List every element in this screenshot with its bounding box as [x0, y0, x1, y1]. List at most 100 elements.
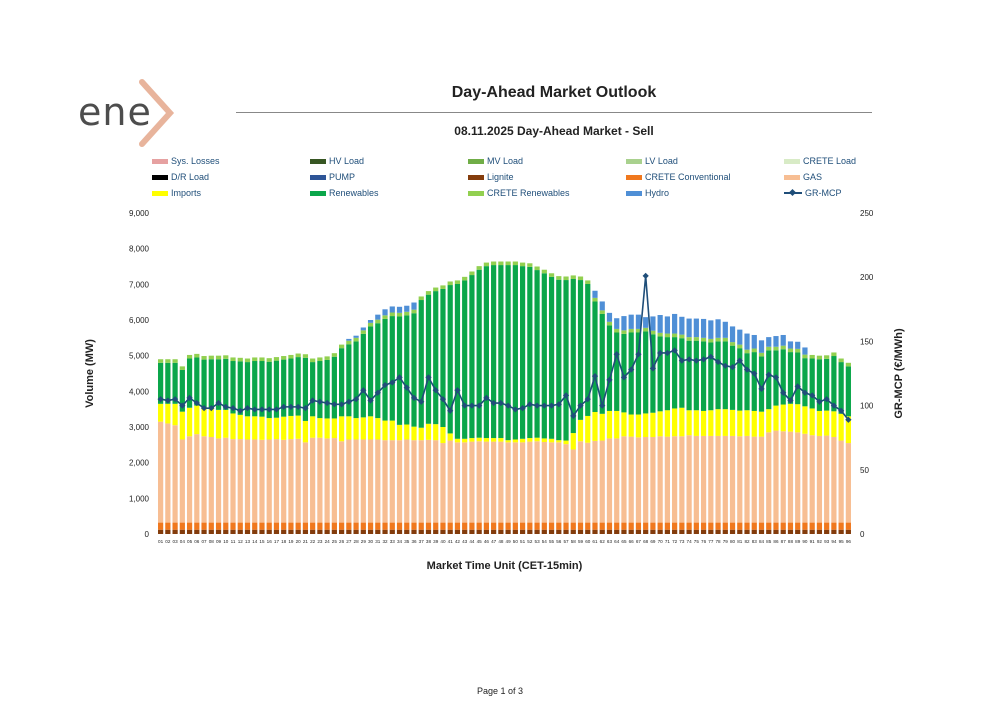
bar-segment-lignite: [433, 529, 439, 534]
bar-segment-gas: [215, 438, 222, 523]
bar-segment-crete-conventional: [548, 522, 555, 530]
bar-segment-crete-conventional: [223, 522, 229, 530]
legend-label: HV Load: [329, 156, 365, 166]
x-tick-label: 58: [571, 539, 577, 544]
y-tick-label: 7,000: [129, 280, 150, 289]
bar-segment-gas: [491, 441, 497, 523]
bar-segment-renewables: [737, 348, 743, 411]
bar-segment-imports: [404, 424, 410, 440]
bar-segment-gas: [273, 439, 280, 523]
bar-segment-crete-conventional: [382, 522, 388, 530]
bar-segment-crete-conventional: [454, 522, 461, 530]
bar-segment-hydro: [729, 326, 736, 343]
bar-segment-crete-renewables: [317, 357, 323, 362]
x-tick-label: 68: [643, 539, 649, 544]
bar-segment-crete-renewables: [310, 358, 316, 363]
mcp-point: [418, 398, 425, 405]
bar-segment-hydro: [650, 316, 656, 331]
legend-swatch: [626, 190, 642, 196]
y2-tick-label: 150: [860, 337, 874, 346]
x-tick-label: 28: [354, 539, 360, 544]
bar-segment-imports: [310, 416, 316, 438]
bar-segment-crete-renewables: [650, 330, 656, 335]
bar-segment-crete-conventional: [635, 522, 642, 530]
legend-label: CRETE Load: [803, 156, 857, 166]
y2-tick-label: 250: [860, 209, 874, 218]
bar-segment-crete-renewables: [266, 358, 272, 362]
mcp-point: [403, 384, 410, 391]
bar-segment-crete-renewables: [404, 311, 410, 316]
bar-segment-imports: [795, 404, 801, 433]
bar-segment-crete-conventional: [158, 522, 164, 530]
bar-segment-gas: [599, 440, 605, 523]
x-tick-label: 57: [563, 539, 569, 544]
bar-segment-crete-conventional: [288, 522, 294, 530]
bar-segment-lignite: [708, 529, 714, 534]
bar-segment-gas: [534, 441, 540, 523]
bar-segment-renewables: [628, 332, 634, 415]
bar-segment-crete-renewables: [816, 355, 823, 360]
y-tick-label: 3,000: [129, 423, 150, 432]
bar-segment-lignite: [512, 529, 518, 534]
bar-segment-imports: [440, 427, 446, 444]
bar-segment-gas: [194, 434, 200, 523]
bar-segment-crete-renewables: [838, 358, 844, 363]
mcp-point: [483, 394, 490, 402]
mcp-point: [331, 401, 338, 408]
bar-segment-crete-renewables: [548, 273, 555, 277]
bar-segment-renewables: [664, 337, 670, 411]
bar-segment-gas: [715, 435, 721, 523]
bar-segment-imports: [158, 403, 164, 422]
bar-segment-gas: [556, 442, 562, 523]
bar-segment-gas: [302, 442, 309, 523]
bar-segment-imports: [208, 408, 214, 437]
bar-segment-crete-conventional: [295, 522, 301, 530]
x-tick-label: 04: [180, 539, 186, 544]
bar-segment-hydro: [411, 302, 417, 310]
bar-segment-crete-renewables: [715, 337, 721, 342]
bar-segment-lignite: [700, 529, 707, 534]
bar-segment-renewables: [454, 283, 461, 439]
bar-segment-gas: [317, 437, 323, 523]
bar-segment-crete-renewables: [527, 263, 533, 267]
bar-segment-gas: [281, 439, 287, 523]
mcp-point: [309, 397, 316, 404]
bar-segment-crete-renewables: [425, 291, 432, 295]
bar-segment-gas: [454, 442, 461, 523]
bar-segment-lignite: [802, 529, 808, 534]
bar-segment-crete-conventional: [375, 522, 381, 530]
bar-segment-renewables: [527, 266, 533, 439]
mcp-point: [425, 374, 432, 381]
bar-segment-imports: [194, 405, 200, 435]
bar-segment-renewables: [230, 361, 236, 414]
bar-segment-gas: [570, 449, 576, 523]
bar-segment-crete-renewables: [491, 261, 497, 266]
bar-segment-hydro: [643, 317, 649, 328]
bar-segment-crete-renewables: [802, 354, 808, 359]
chart-subtitle: 08.11.2025 Day-Ahead Market - Sell: [454, 124, 654, 138]
x-tick-label: 18: [281, 539, 287, 544]
bar-segment-imports: [657, 411, 663, 437]
bar-segment-imports: [295, 415, 301, 439]
bar-segment-gas: [476, 441, 482, 523]
bar-segment-lignite: [237, 529, 243, 534]
bar-segment-gas: [606, 438, 613, 523]
mcp-point: [635, 351, 642, 358]
bar-segment-lignite: [295, 529, 301, 534]
x-tick-label: 43: [462, 539, 468, 544]
bar-segment-lignite: [686, 529, 692, 534]
bar-segment-imports: [339, 416, 345, 442]
bar-segment-crete-conventional: [165, 522, 171, 530]
bar-segment-renewables: [512, 265, 518, 440]
x-tick-label: 54: [542, 539, 548, 544]
bar-segment-crete-conventional: [527, 522, 533, 530]
x-tick-label: 17: [274, 539, 280, 544]
mcp-point: [316, 398, 324, 405]
legend-item-lignite: Lignite: [468, 172, 514, 182]
bar-segment-renewables: [534, 270, 540, 438]
x-tick-label: 15: [259, 539, 265, 544]
bar-segment-imports: [758, 411, 765, 437]
bar-segment-gas: [172, 425, 178, 523]
chart-legend: Sys. Losses HV Load MV Load LV Load CRETE Lo…: [152, 156, 856, 208]
bar-segment-crete-conventional: [273, 522, 280, 530]
